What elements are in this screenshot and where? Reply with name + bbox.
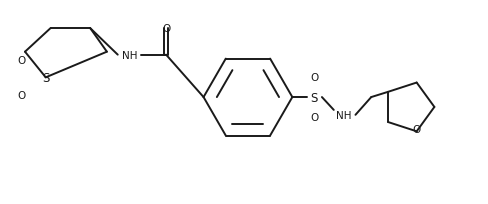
Text: NH: NH: [122, 50, 137, 60]
Text: O: O: [310, 73, 318, 83]
Text: O: O: [17, 91, 25, 101]
Text: O: O: [17, 55, 25, 65]
Text: O: O: [162, 24, 170, 34]
Text: O: O: [412, 125, 421, 135]
Text: S: S: [42, 71, 49, 84]
Text: S: S: [310, 91, 318, 104]
Text: O: O: [310, 112, 318, 122]
Text: NH: NH: [336, 110, 351, 120]
